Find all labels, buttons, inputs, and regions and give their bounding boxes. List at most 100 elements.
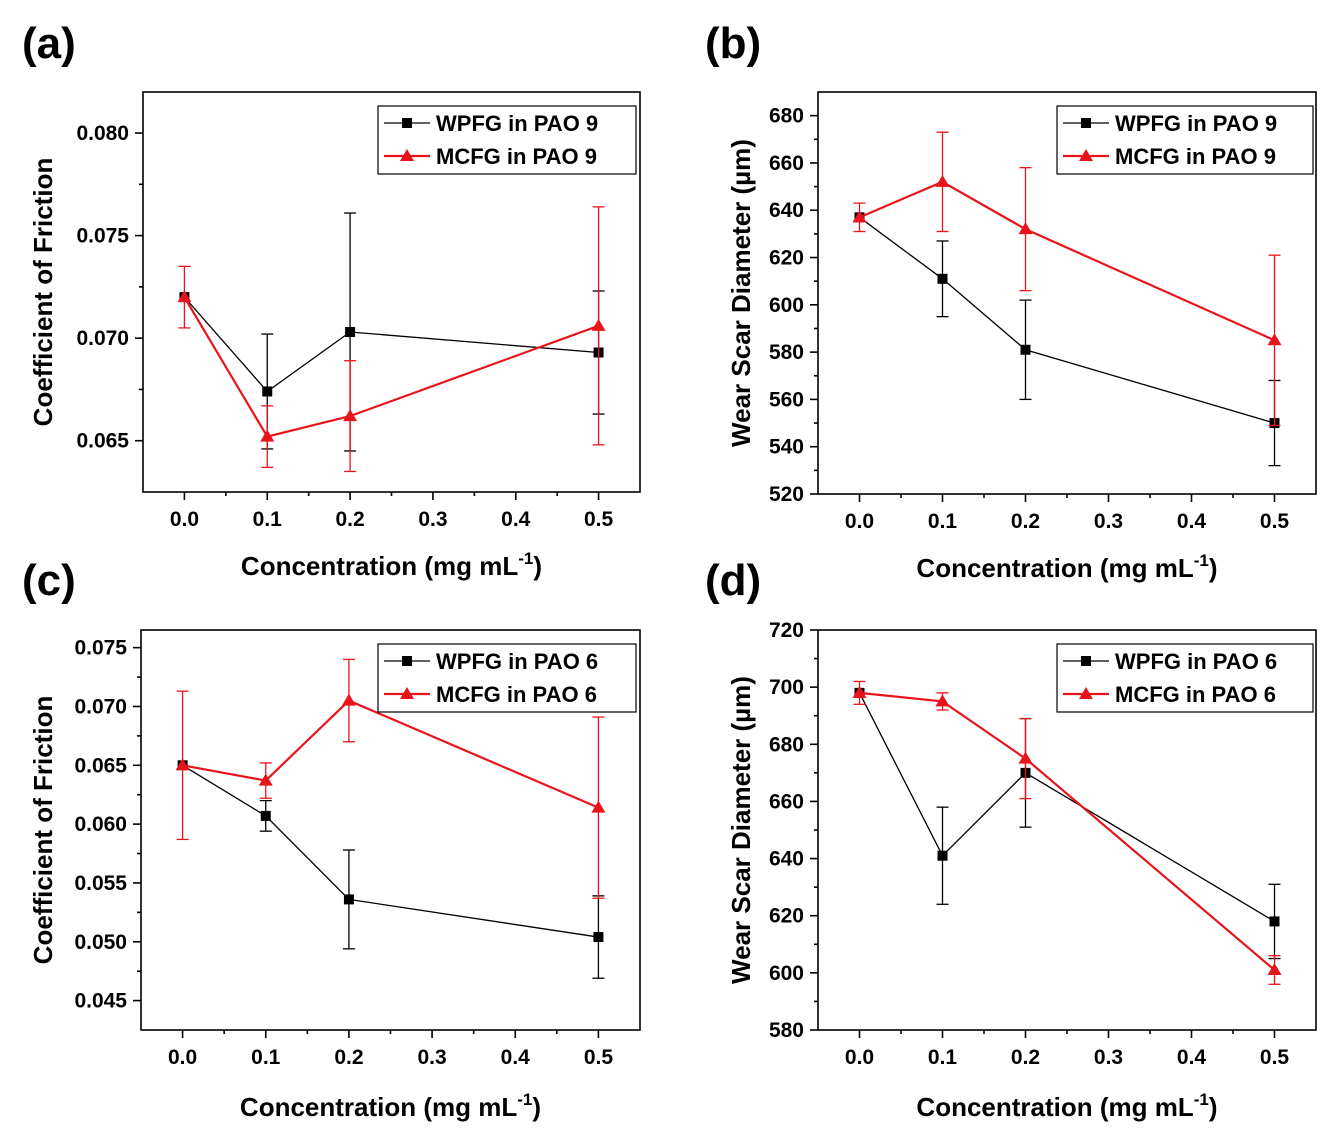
legend-label: WPFG in PAO 9: [436, 111, 598, 136]
data-point: [852, 210, 867, 223]
x-axis-title-sup: -1: [517, 1090, 532, 1109]
series-mcfg-in-pao-9: [177, 206, 606, 473]
y-axis-title: Wear Scar Diameter (µm): [726, 676, 756, 984]
y-tick-label: 640: [769, 199, 804, 222]
y-tick-label: 660: [769, 790, 804, 813]
y-tick-label: 600: [769, 294, 804, 317]
x-tick-label: 0.5: [1260, 1046, 1290, 1069]
series-line: [859, 180, 1275, 342]
x-tick-label: 0.3: [418, 508, 447, 531]
legend-box: [377, 105, 637, 175]
x-tick-label: 0.1: [928, 510, 958, 533]
x-tick-label: 0.2: [1011, 1046, 1040, 1069]
legend-marker: [1079, 687, 1093, 699]
y-tick-label: 0.060: [74, 813, 127, 836]
legend-label: WPFG in PAO 6: [1115, 649, 1277, 674]
series-wpfg-in-pao-9: [179, 212, 605, 452]
x-tick-label: 0.5: [584, 1046, 614, 1069]
y-axis-title: Coefficient of Friction: [28, 696, 58, 965]
x-tick-label: 0.2: [1011, 510, 1040, 533]
x-tick-label: 0.3: [1094, 1046, 1123, 1069]
x-tick-label: 0.1: [251, 1046, 281, 1069]
x-axis-title-close: ): [533, 551, 542, 581]
legend-label: WPFG in PAO 9: [1115, 111, 1277, 136]
data-point: [1018, 222, 1033, 235]
legend-marker: [400, 149, 414, 161]
x-axis-title-sup: -1: [1194, 1090, 1209, 1109]
y-tick-label: 0.055: [74, 872, 127, 895]
y-tick-label: 0.050: [74, 931, 127, 954]
x-tick-label: 0.2: [334, 1046, 363, 1069]
series-line: [182, 699, 599, 809]
series-line: [183, 296, 599, 438]
x-tick-label: 0.0: [845, 1046, 874, 1069]
x-tick-label: 0.2: [335, 508, 364, 531]
data-point: [937, 850, 948, 861]
data-point: [852, 685, 867, 698]
x-axis-title-main: Concentration (mg mL: [916, 1092, 1193, 1122]
data-point: [345, 327, 356, 337]
data-point: [343, 409, 358, 422]
legend-label: MCFG in PAO 6: [1115, 682, 1276, 707]
data-point: [1267, 963, 1282, 975]
series-line: [859, 216, 1275, 424]
y-tick-label: 600: [769, 962, 804, 985]
legend-box: [377, 643, 637, 713]
y-tick-label: 0.080: [76, 122, 129, 145]
data-point: [935, 174, 950, 187]
x-axis-title: Concentration (mg mL-1): [241, 549, 542, 581]
legend-label: MCFG in PAO 9: [436, 144, 597, 169]
y-tick-label: 0.070: [74, 695, 127, 718]
x-tick-label: 0.1: [928, 1046, 958, 1069]
panel-a: (a) 0.0 0.1 0.2 0.3 0.4 0.5 0.065 0.070 0.075 0.08…: [22, 19, 641, 581]
legend: WPFG in PAO 9 MCFG in PAO 9: [1056, 105, 1314, 175]
x-axis-title-main: Concentration (mg mL: [916, 553, 1193, 583]
y-tick-label: 580: [769, 1019, 804, 1042]
y-tick-label: 0.075: [76, 225, 129, 248]
x-axis-title-close: ): [1209, 553, 1218, 583]
data-point: [341, 693, 356, 706]
x-axis-title-close: ): [532, 1092, 541, 1122]
series-wpfg-in-pao-6: [177, 760, 605, 979]
series-wpfg-in-pao-6: [854, 687, 1281, 960]
legend-label: MCFG in PAO 9: [1115, 144, 1276, 169]
y-axis-title: Wear Scar Diameter (µm): [726, 139, 756, 447]
x-tick-label: 0.5: [1260, 510, 1290, 533]
y-tick-label: 640: [769, 848, 804, 871]
data-point: [591, 318, 606, 331]
x-tick-label: 0.4: [501, 508, 531, 531]
legend-marker: [1079, 149, 1093, 161]
panel-d: (d) 0.0 0.1 0.2 0.3 0.4 0.5 580 600 620 640 660 680 7…: [705, 556, 1317, 1122]
x-axis-title-main: Concentration (mg mL: [240, 1092, 517, 1122]
y-tick-label: 680: [769, 105, 804, 128]
legend-marker: [1081, 656, 1091, 666]
x-axis-title: Concentration (mg mL-1): [916, 1090, 1217, 1122]
data-point: [177, 290, 192, 303]
series-line: [858, 692, 1275, 922]
legend: WPFG in PAO 6 MCFG in PAO 6: [1056, 643, 1314, 713]
x-tick-label: 0.3: [1094, 510, 1123, 533]
series-line: [182, 764, 599, 938]
x-tick-label: 0.4: [1177, 1046, 1207, 1069]
legend: WPFG in PAO 9 MCFG in PAO 9: [377, 105, 637, 175]
x-tick-label: 0.4: [501, 1046, 531, 1069]
panel-b: (b) 0.0 0.1 0.2 0.3 0.4 0.5 520 540 560 580 600 620 6…: [705, 19, 1317, 583]
data-point: [260, 810, 271, 821]
panel-letter: (b): [705, 19, 761, 68]
series-line: [859, 691, 1276, 971]
data-point: [1020, 344, 1031, 355]
data-point: [1269, 916, 1280, 927]
series-wpfg-in-pao-9: [854, 212, 1281, 467]
data-point: [593, 932, 604, 943]
data-point: [260, 429, 275, 442]
series-line: [183, 296, 599, 393]
y-tick-label: 0.075: [74, 637, 127, 660]
data-point: [1018, 751, 1033, 764]
data-point: [1267, 333, 1282, 346]
x-tick-label: 0.3: [417, 1046, 446, 1069]
x-tick-label: 0.0: [170, 508, 199, 531]
y-tick-label: 660: [769, 152, 804, 175]
legend-marker: [402, 118, 412, 128]
y-tick-label: 0.065: [74, 754, 127, 777]
